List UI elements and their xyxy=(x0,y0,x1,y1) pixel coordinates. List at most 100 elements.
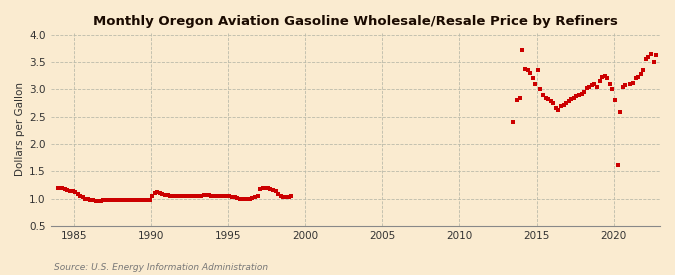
Point xyxy=(144,198,155,202)
Point xyxy=(165,194,176,198)
Point xyxy=(75,194,86,198)
Point xyxy=(612,163,623,167)
Point xyxy=(566,97,576,101)
Point xyxy=(180,194,191,198)
Point xyxy=(605,82,616,86)
Point xyxy=(578,90,589,94)
Point xyxy=(196,194,207,198)
Point xyxy=(72,191,83,196)
Point xyxy=(62,188,73,192)
Point xyxy=(263,186,273,190)
Point xyxy=(198,193,209,197)
Point xyxy=(190,194,201,198)
Point xyxy=(530,82,541,86)
Point xyxy=(149,191,160,195)
Point xyxy=(155,191,165,195)
Point xyxy=(286,194,296,199)
Y-axis label: Dollars per Gallon: Dollars per Gallon xyxy=(15,82,25,176)
Point xyxy=(240,197,250,201)
Point xyxy=(152,190,163,194)
Point xyxy=(209,194,219,198)
Point xyxy=(178,194,188,199)
Point xyxy=(88,198,99,202)
Point xyxy=(646,52,657,56)
Point xyxy=(556,103,566,108)
Point xyxy=(643,54,654,59)
Point xyxy=(183,194,194,198)
Point xyxy=(581,86,592,90)
Point xyxy=(242,197,252,201)
Point xyxy=(265,186,276,191)
Point xyxy=(188,194,198,198)
Point xyxy=(160,192,171,197)
Point xyxy=(193,194,204,198)
Point xyxy=(548,101,559,105)
Point xyxy=(508,120,519,124)
Point xyxy=(229,195,240,200)
Point xyxy=(211,194,222,198)
Point xyxy=(108,198,119,202)
Point xyxy=(116,198,127,202)
Point xyxy=(607,87,618,92)
Point xyxy=(92,199,103,203)
Point xyxy=(551,106,562,111)
Point xyxy=(615,110,626,114)
Point xyxy=(121,198,132,202)
Point xyxy=(221,194,232,199)
Point xyxy=(132,198,142,202)
Point xyxy=(157,192,168,196)
Point xyxy=(111,198,122,202)
Point xyxy=(219,194,230,198)
Point xyxy=(260,185,271,190)
Point xyxy=(545,99,556,103)
Point xyxy=(561,101,572,105)
Point xyxy=(641,57,651,61)
Point xyxy=(85,197,96,202)
Point xyxy=(620,83,630,87)
Point xyxy=(98,198,109,202)
Point xyxy=(237,197,248,201)
Point xyxy=(574,93,585,97)
Point xyxy=(167,194,178,198)
Text: Source: U.S. Energy Information Administration: Source: U.S. Energy Information Administ… xyxy=(54,263,268,272)
Point xyxy=(587,83,597,87)
Point xyxy=(540,95,551,100)
Point xyxy=(59,186,70,191)
Point xyxy=(214,194,225,198)
Point xyxy=(146,194,157,198)
Point xyxy=(630,76,641,81)
Point xyxy=(65,189,76,193)
Point xyxy=(175,194,186,199)
Point xyxy=(648,60,659,64)
Point xyxy=(563,99,574,103)
Point xyxy=(106,198,117,202)
Point xyxy=(186,194,196,198)
Point xyxy=(257,185,268,190)
Point xyxy=(268,188,279,192)
Point xyxy=(533,68,543,72)
Point xyxy=(70,190,80,194)
Point xyxy=(234,196,245,201)
Point xyxy=(53,186,63,190)
Point xyxy=(584,84,595,89)
Point xyxy=(136,198,147,202)
Point xyxy=(543,97,554,101)
Point xyxy=(254,186,265,191)
Point xyxy=(635,72,646,76)
Point xyxy=(602,76,613,81)
Point xyxy=(250,195,261,200)
Point xyxy=(576,92,587,96)
Point xyxy=(80,196,90,201)
Point xyxy=(273,192,284,196)
Point xyxy=(651,53,661,58)
Point xyxy=(78,195,88,200)
Point xyxy=(126,198,137,202)
Point xyxy=(278,195,289,200)
Point xyxy=(599,73,610,78)
Point xyxy=(252,194,263,199)
Point xyxy=(283,195,294,200)
Point xyxy=(203,193,214,197)
Point xyxy=(101,198,111,202)
Point xyxy=(142,198,153,202)
Point xyxy=(270,189,281,194)
